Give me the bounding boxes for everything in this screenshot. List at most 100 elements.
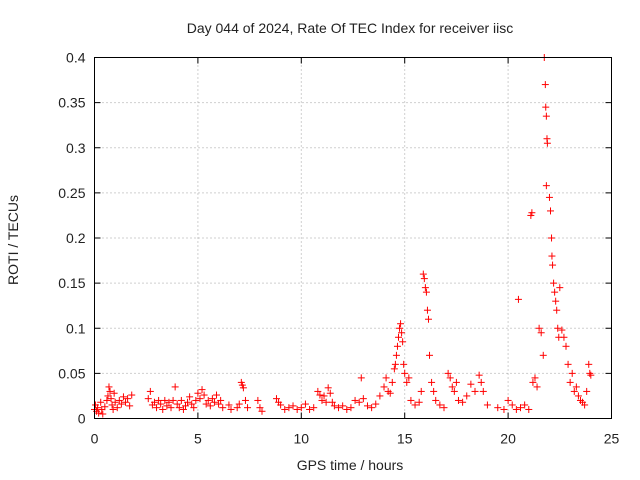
data-point <box>169 396 177 404</box>
data-point <box>306 405 314 413</box>
data-point <box>450 387 458 395</box>
data-point <box>436 401 444 409</box>
data-point <box>330 402 338 410</box>
data-point <box>551 288 559 296</box>
data-point <box>376 392 384 400</box>
data-point <box>106 387 114 395</box>
data-point <box>542 182 550 190</box>
y-axis-label: ROTI / TECUs <box>5 195 21 285</box>
data-point <box>500 405 508 413</box>
data-point <box>159 405 167 413</box>
data-point <box>562 342 570 350</box>
data-point <box>399 338 407 346</box>
data-point <box>210 398 218 406</box>
data-point <box>405 374 413 382</box>
data-point <box>179 405 187 413</box>
data-point <box>388 378 396 386</box>
data-point <box>529 378 537 386</box>
data-point <box>208 395 216 403</box>
data-point <box>171 383 179 391</box>
data-point <box>400 360 408 368</box>
data-point <box>115 396 123 404</box>
data-point <box>153 404 161 412</box>
data-point <box>272 395 280 403</box>
y-tick-label: 0.35 <box>58 95 85 111</box>
data-point <box>531 374 539 382</box>
data-point <box>150 398 158 406</box>
data-point <box>235 400 243 408</box>
y-tick-label: 0.05 <box>58 365 85 381</box>
y-tick-label: 0.25 <box>58 185 85 201</box>
data-point <box>386 389 394 397</box>
y-tick-label: 0.2 <box>66 230 86 246</box>
data-point <box>289 402 297 410</box>
data-point <box>533 383 541 391</box>
data-point <box>359 395 367 403</box>
data-point <box>446 374 454 382</box>
data-point <box>525 405 533 413</box>
data-point <box>411 401 419 409</box>
x-tick-label: 15 <box>397 431 413 447</box>
data-point <box>335 404 343 412</box>
data-point <box>537 329 545 337</box>
data-point <box>213 391 221 399</box>
data-point <box>204 396 212 404</box>
data-point <box>328 398 336 406</box>
data-point <box>430 387 438 395</box>
data-point <box>146 387 154 395</box>
data-point <box>256 404 264 412</box>
x-tick-label: 10 <box>294 431 310 447</box>
data-point <box>581 401 589 409</box>
y-tick-label: 0.1 <box>66 320 86 336</box>
data-point <box>357 374 365 382</box>
data-point <box>202 400 210 408</box>
data-point <box>477 378 485 386</box>
data-point <box>403 378 411 386</box>
data-point <box>324 384 332 392</box>
data-point <box>382 374 390 382</box>
data-point <box>157 400 165 408</box>
data-point <box>426 351 434 359</box>
data-point <box>241 396 249 404</box>
data-point <box>155 396 163 404</box>
data-point <box>173 400 181 408</box>
data-point <box>467 380 475 388</box>
data-point <box>550 279 558 287</box>
data-points <box>91 54 595 418</box>
data-point <box>188 400 196 408</box>
chart-title: Day 044 of 2024, Rate Of TEC Index for r… <box>187 20 514 36</box>
data-point <box>233 404 241 412</box>
data-point <box>109 405 117 413</box>
data-point <box>107 395 115 403</box>
data-point <box>419 270 427 278</box>
data-point <box>111 398 119 406</box>
data-point <box>165 398 173 406</box>
x-tick-label: 25 <box>604 431 620 447</box>
data-point <box>122 398 130 406</box>
data-point <box>587 371 595 379</box>
data-point <box>444 369 452 377</box>
data-point <box>105 383 113 391</box>
y-tick-label: 0.3 <box>66 140 86 156</box>
data-point <box>521 401 529 409</box>
data-point <box>326 389 334 397</box>
data-point <box>417 387 425 395</box>
data-point <box>542 103 550 111</box>
data-point <box>322 398 330 406</box>
data-point <box>420 275 428 283</box>
data-point <box>528 209 536 217</box>
data-point <box>181 402 189 410</box>
data-point <box>363 402 371 410</box>
data-point <box>110 389 118 397</box>
data-point <box>545 193 553 201</box>
data-point <box>206 402 214 410</box>
data-point <box>339 402 347 410</box>
x-tick-label: 0 <box>91 431 99 447</box>
data-point <box>423 306 431 314</box>
data-point <box>368 404 376 412</box>
data-point <box>190 404 198 412</box>
data-point <box>244 404 252 412</box>
data-point <box>196 395 204 403</box>
data-point <box>463 392 471 400</box>
data-point <box>514 295 522 303</box>
